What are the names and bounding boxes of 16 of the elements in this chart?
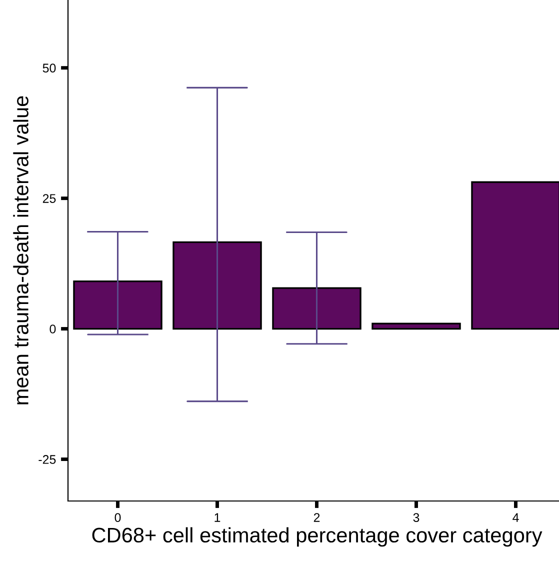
y-tick-label: 50 [42,64,56,72]
y-tick-label: -25 [38,455,56,464]
x-tick-label: 1 [214,513,220,522]
y-tick-label: 0 [50,324,56,334]
bar [172,241,262,330]
x-tick-label: 0 [114,513,121,522]
x-axis-title: CD68+ cell estimated percentage cover category [92,527,542,547]
bar [73,280,162,330]
x-tick-label: 4 [512,513,519,522]
x-tick-label: 2 [314,513,320,522]
y-tick-label: 25 [42,194,56,203]
y-axis-title: mean trauma-death interval value [13,96,28,404]
bar [272,287,362,330]
bar [471,181,559,330]
bar [372,322,461,330]
x-tick-label: 3 [413,513,420,522]
